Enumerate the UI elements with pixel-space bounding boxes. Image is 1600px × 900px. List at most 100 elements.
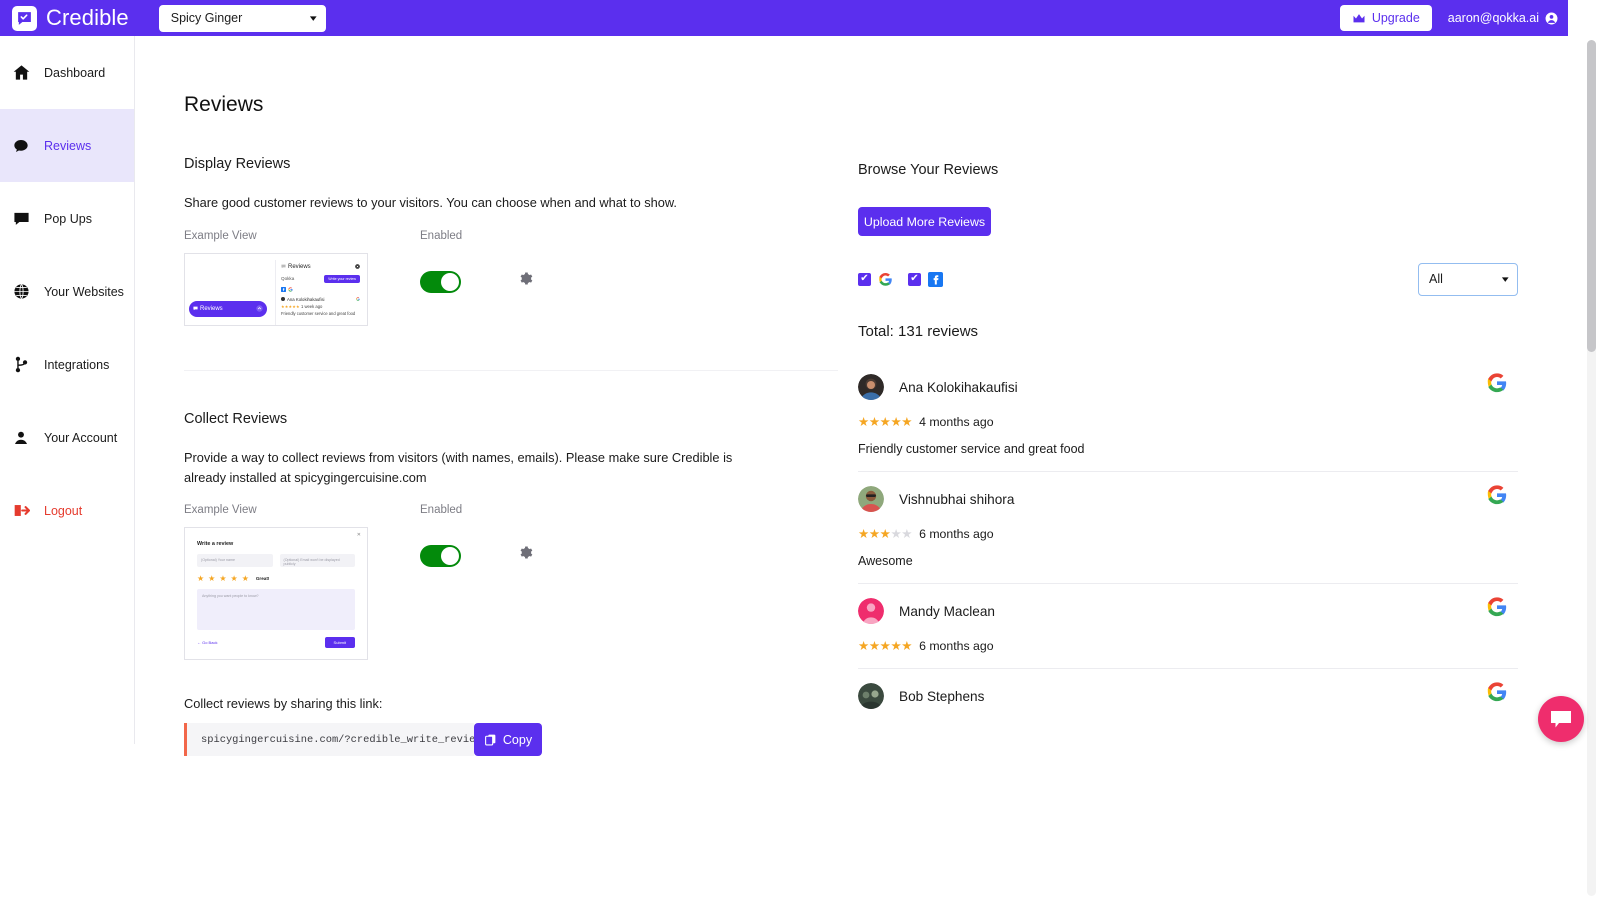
avatar bbox=[858, 486, 884, 512]
display-reviews-settings-gear-icon[interactable] bbox=[518, 271, 533, 291]
sidebar-item-integrations[interactable]: Integrations bbox=[0, 328, 134, 401]
copy-button[interactable]: Copy bbox=[474, 723, 542, 757]
review-item[interactable]: Mandy Maclean ★★★★★ 6 months ago bbox=[858, 584, 1518, 669]
toggle-knob bbox=[441, 547, 459, 566]
preview-go-back-link: ← Go Back bbox=[197, 640, 218, 646]
preview-name-input: (Optional) Your name bbox=[197, 554, 273, 568]
sidebar-label-your-account: Your Account bbox=[44, 430, 118, 445]
display-example-label: Example View bbox=[184, 229, 257, 242]
top-bar: Credible Spicy Ginger ▾ Upgrade aaron@qo… bbox=[0, 0, 1568, 36]
chevron-down-icon: ▾ bbox=[1502, 273, 1510, 284]
sidebar-item-your-websites[interactable]: Your Websites bbox=[0, 255, 134, 328]
browse-title: Browse Your Reviews bbox=[858, 162, 999, 178]
globe-icon bbox=[12, 283, 30, 300]
chevron-up-icon bbox=[256, 305, 263, 313]
google-filter-checkbox[interactable]: ✔ bbox=[858, 272, 871, 286]
account-menu[interactable]: aaron@qokka.ai bbox=[1448, 11, 1558, 25]
display-reviews-controls: Example View Reviews Qokka bbox=[184, 230, 884, 326]
facebook-icon bbox=[928, 271, 943, 287]
toggle-knob bbox=[441, 272, 459, 291]
review-source-select[interactable]: All ▾ bbox=[1418, 262, 1518, 296]
preview-org-name: Qokka bbox=[281, 276, 295, 282]
collect-reviews-description: Provide a way to collect reviews from vi… bbox=[184, 449, 733, 485]
scrollbar-thumb[interactable] bbox=[1587, 40, 1596, 352]
preview-stars: ★★★★★ bbox=[281, 303, 300, 309]
sidebar-item-dashboard[interactable]: Dashboard bbox=[0, 36, 134, 109]
rating-stars: ★★★★★ bbox=[858, 526, 913, 541]
preview-panel-title: Reviews bbox=[288, 263, 311, 270]
display-enabled-label: Enabled bbox=[420, 229, 463, 242]
preview-time: 1 week ago bbox=[300, 303, 323, 309]
review-filter-row: ✔ ✔ All ▾ bbox=[858, 261, 1518, 297]
display-reviews-toggle[interactable] bbox=[420, 270, 461, 293]
review-list: Ana Kolokihakaufisi ★★★★★ 4 months ago F… bbox=[858, 360, 1518, 724]
google-icon bbox=[356, 297, 360, 301]
avatar bbox=[858, 374, 884, 400]
rating-stars: ★★★★★ bbox=[858, 638, 913, 653]
review-time: 4 months ago bbox=[919, 415, 994, 429]
preview-panel: Reviews Qokka Write your review bbox=[275, 259, 365, 325]
sidebar: Dashboard Reviews Pop Ups Your Websites bbox=[0, 36, 135, 744]
sign-out-icon bbox=[12, 503, 30, 518]
upload-more-reviews-button[interactable]: Upload More Reviews bbox=[858, 207, 991, 236]
reviewer-name: Vishnubhai shihora bbox=[899, 491, 1015, 507]
facebook-filter-checkbox[interactable]: ✔ bbox=[908, 272, 921, 286]
comment-icon bbox=[12, 210, 30, 227]
collect-reviews-settings-gear-icon[interactable] bbox=[518, 545, 533, 565]
close-icon bbox=[355, 264, 360, 270]
review-item[interactable]: Ana Kolokihakaufisi ★★★★★ 4 months ago F… bbox=[858, 360, 1518, 472]
collect-reviews-enable: Enabled bbox=[420, 504, 533, 660]
review-item[interactable]: Bob Stephens bbox=[858, 669, 1518, 724]
copy-label: Copy bbox=[502, 732, 533, 747]
collect-example-label: Example View bbox=[184, 504, 257, 517]
page-scrollbar[interactable] bbox=[1587, 40, 1596, 896]
collect-reviews-example: Example View ✕ Write a review (Optional)… bbox=[184, 504, 420, 661]
sidebar-label-dashboard: Dashboard bbox=[44, 65, 106, 80]
sidebar-item-popups[interactable]: Pop Ups bbox=[0, 182, 134, 255]
user-circle-icon bbox=[1545, 12, 1558, 24]
google-icon bbox=[1486, 372, 1508, 399]
review-time: 6 months ago bbox=[919, 527, 994, 541]
page-title: Reviews bbox=[184, 93, 264, 116]
avatar bbox=[858, 683, 884, 709]
google-icon bbox=[1486, 596, 1508, 623]
site-select[interactable]: Spicy Ginger ▾ bbox=[158, 4, 326, 32]
brand[interactable]: Credible bbox=[12, 5, 129, 31]
google-icon bbox=[1486, 484, 1508, 511]
sidebar-item-your-account[interactable]: Your Account bbox=[0, 401, 134, 474]
top-bar-right: Upgrade aaron@qokka.ai bbox=[1339, 5, 1558, 31]
site-select-value: Spicy Ginger bbox=[170, 11, 243, 25]
review-text: Friendly customer service and great food bbox=[858, 442, 1085, 456]
collect-reviews-toggle[interactable] bbox=[420, 545, 461, 568]
display-reviews-preview: Reviews Qokka Write your review bbox=[184, 252, 368, 326]
facebook-icon bbox=[281, 286, 286, 292]
chat-widget-button[interactable] bbox=[1538, 696, 1584, 742]
brand-name: Credible bbox=[46, 5, 129, 30]
sidebar-label-your-websites: Your Websites bbox=[44, 284, 124, 299]
review-item[interactable]: Vishnubhai shihora ★★★★★ 6 months ago Aw… bbox=[858, 472, 1518, 584]
person-icon bbox=[12, 430, 30, 446]
copy-icon bbox=[484, 735, 496, 746]
chat-bubble-icon bbox=[12, 138, 30, 154]
sidebar-item-reviews[interactable]: Reviews bbox=[0, 109, 134, 182]
chat-bubble-icon bbox=[281, 264, 286, 269]
preview-write-button: Write your review bbox=[324, 274, 360, 283]
chat-check-logo-icon bbox=[12, 5, 37, 31]
share-link-input[interactable]: spicygingercuisine.com/?credible_write_r… bbox=[184, 723, 474, 757]
preview-form-title: Write a review bbox=[197, 541, 234, 548]
account-email: aaron@qokka.ai bbox=[1447, 11, 1539, 25]
main-content: Reviews Display Reviews Share good custo… bbox=[135, 36, 1568, 900]
preview-email-input: (Optional) Email won't be displayed publ… bbox=[279, 554, 355, 568]
review-text: Awesome bbox=[858, 554, 913, 568]
upgrade-button[interactable]: Upgrade bbox=[1339, 5, 1432, 31]
collect-reviews-preview: ✕ Write a review (Optional) Your name (O… bbox=[184, 527, 368, 661]
upgrade-label: Upgrade bbox=[1371, 11, 1420, 25]
collect-reviews-title: Collect Reviews bbox=[184, 410, 288, 427]
preview-rating-stars: ★ ★ ★ ★ ★ Great! bbox=[197, 574, 270, 584]
collect-enabled-label: Enabled bbox=[420, 504, 463, 517]
collect-reviews-controls: Example View ✕ Write a review (Optional)… bbox=[184, 504, 884, 661]
review-time: 6 months ago bbox=[919, 639, 994, 653]
sidebar-item-logout[interactable]: Logout bbox=[0, 474, 134, 547]
sidebar-label-reviews: Reviews bbox=[44, 138, 92, 153]
sidebar-label-popups: Pop Ups bbox=[44, 211, 92, 226]
